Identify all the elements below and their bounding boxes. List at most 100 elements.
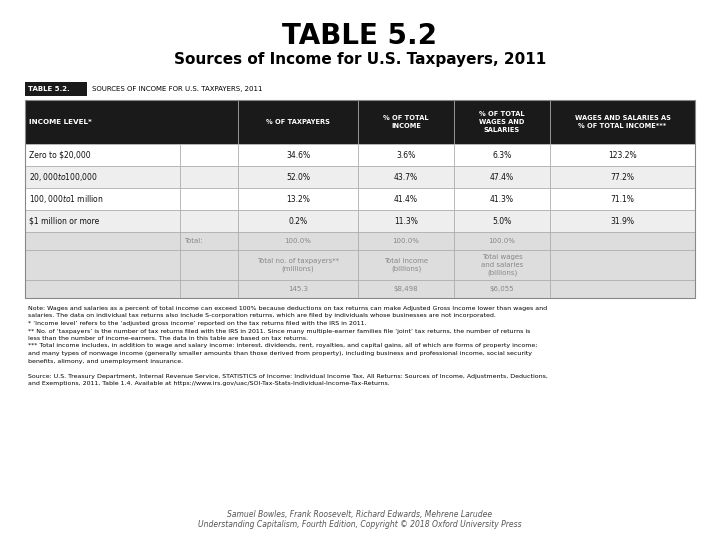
- Text: 43.7%: 43.7%: [394, 172, 418, 181]
- Text: 0.2%: 0.2%: [289, 217, 307, 226]
- Text: 100.0%: 100.0%: [284, 238, 312, 244]
- Bar: [25, 144, 180, 166]
- Bar: [358, 250, 454, 280]
- Bar: [358, 188, 454, 210]
- Bar: [180, 166, 238, 188]
- Bar: [454, 280, 550, 298]
- Text: $100,000 to $1 million: $100,000 to $1 million: [29, 193, 104, 205]
- Text: 100.0%: 100.0%: [392, 238, 420, 244]
- Text: 6.3%: 6.3%: [492, 151, 512, 159]
- Bar: [180, 250, 238, 280]
- Text: INCOME LEVEL*: INCOME LEVEL*: [29, 119, 92, 125]
- Text: 71.1%: 71.1%: [611, 194, 634, 204]
- Text: Total:: Total:: [184, 238, 202, 244]
- Bar: [238, 210, 358, 232]
- Text: Total no. of taxpayers**
(millions): Total no. of taxpayers** (millions): [257, 258, 339, 272]
- Text: Sources of Income for U.S. Taxpayers, 2011: Sources of Income for U.S. Taxpayers, 20…: [174, 52, 546, 67]
- Text: TABLE 5.2: TABLE 5.2: [282, 22, 438, 50]
- Text: *** Total income includes, in addition to wage and salary income: interest, divi: *** Total income includes, in addition t…: [28, 343, 537, 348]
- Text: SOURCES OF INCOME FOR U.S. TAXPAYERS, 2011: SOURCES OF INCOME FOR U.S. TAXPAYERS, 20…: [92, 86, 263, 92]
- Bar: [358, 232, 454, 250]
- Bar: [25, 100, 238, 144]
- Text: Total wages
and salaries
(billions): Total wages and salaries (billions): [481, 254, 523, 276]
- Text: benefits, alimony, and unemployment insurance.: benefits, alimony, and unemployment insu…: [28, 359, 183, 363]
- Text: $6,055: $6,055: [490, 286, 514, 292]
- Bar: [454, 250, 550, 280]
- Text: TABLE 5.2.: TABLE 5.2.: [28, 86, 70, 92]
- Bar: [238, 250, 358, 280]
- Bar: [550, 210, 695, 232]
- Text: $1 million or more: $1 million or more: [29, 217, 99, 226]
- Bar: [25, 166, 180, 188]
- Text: * ‘Income level’ refers to the ‘adjusted gross income’ reported on the tax retur: * ‘Income level’ refers to the ‘adjusted…: [28, 321, 366, 326]
- Text: 100.0%: 100.0%: [489, 238, 516, 244]
- Bar: [550, 250, 695, 280]
- Text: Samuel Bowles, Frank Roosevelt, Richard Edwards, Mehrene Larudee: Samuel Bowles, Frank Roosevelt, Richard …: [228, 510, 492, 519]
- Bar: [358, 166, 454, 188]
- Text: less than the number of income-earners. The data in this table are based on tax : less than the number of income-earners. …: [28, 336, 308, 341]
- Bar: [550, 166, 695, 188]
- Bar: [25, 250, 180, 280]
- Bar: [238, 100, 358, 144]
- Text: % OF TOTAL
INCOME: % OF TOTAL INCOME: [383, 115, 429, 129]
- Bar: [550, 188, 695, 210]
- Text: 52.0%: 52.0%: [286, 172, 310, 181]
- Bar: [25, 280, 180, 298]
- Bar: [358, 280, 454, 298]
- Bar: [238, 232, 358, 250]
- Bar: [25, 188, 180, 210]
- Text: 47.4%: 47.4%: [490, 172, 514, 181]
- Text: $20,000 to $100,000: $20,000 to $100,000: [29, 171, 98, 183]
- Bar: [25, 100, 695, 298]
- Bar: [238, 166, 358, 188]
- Bar: [238, 144, 358, 166]
- Bar: [180, 210, 238, 232]
- Bar: [180, 144, 238, 166]
- Bar: [238, 188, 358, 210]
- Text: Source: U.S. Treasury Department, Internal Revenue Service, STATISTICS of Income: Source: U.S. Treasury Department, Intern…: [28, 374, 548, 379]
- Bar: [550, 280, 695, 298]
- Bar: [25, 210, 180, 232]
- Bar: [454, 210, 550, 232]
- Bar: [454, 188, 550, 210]
- Text: WAGES AND SALARIES AS
% OF TOTAL INCOME***: WAGES AND SALARIES AS % OF TOTAL INCOME*…: [575, 115, 670, 129]
- Bar: [25, 82, 87, 96]
- Bar: [238, 280, 358, 298]
- Bar: [180, 280, 238, 298]
- Bar: [358, 100, 454, 144]
- Bar: [550, 144, 695, 166]
- Bar: [180, 188, 238, 210]
- Text: Total income
(billions): Total income (billions): [384, 258, 428, 272]
- Text: 13.2%: 13.2%: [286, 194, 310, 204]
- Bar: [550, 232, 695, 250]
- Bar: [454, 232, 550, 250]
- Bar: [358, 210, 454, 232]
- Text: salaries. The data on individual tax returns also include S-corporation returns,: salaries. The data on individual tax ret…: [28, 314, 496, 319]
- Text: $8,498: $8,498: [394, 286, 418, 292]
- Bar: [180, 232, 238, 250]
- Text: Note: Wages and salaries as a percent of total income can exceed 100% because de: Note: Wages and salaries as a percent of…: [28, 306, 547, 311]
- Text: Understanding Capitalism, Fourth Edition, Copyright © 2018 Oxford University Pre: Understanding Capitalism, Fourth Edition…: [198, 520, 522, 529]
- Bar: [358, 144, 454, 166]
- Bar: [25, 232, 180, 250]
- Text: 5.0%: 5.0%: [492, 217, 512, 226]
- Bar: [454, 100, 550, 144]
- Text: 123.2%: 123.2%: [608, 151, 636, 159]
- Text: % OF TAXPAYERS: % OF TAXPAYERS: [266, 119, 330, 125]
- Bar: [550, 100, 695, 144]
- Text: 41.4%: 41.4%: [394, 194, 418, 204]
- Text: Zero to $20,000: Zero to $20,000: [29, 151, 91, 159]
- Text: 77.2%: 77.2%: [611, 172, 634, 181]
- Text: 3.6%: 3.6%: [397, 151, 415, 159]
- Text: and many types of nonwage income (generally smaller amounts than those derived f: and many types of nonwage income (genera…: [28, 351, 532, 356]
- Text: and Exemptions, 2011, Table 1.4. Available at https://www.irs.gov/uac/SOI-Tax-St: and Exemptions, 2011, Table 1.4. Availab…: [28, 381, 390, 387]
- Text: 41.3%: 41.3%: [490, 194, 514, 204]
- Bar: [454, 144, 550, 166]
- Text: % OF TOTAL
WAGES AND
SALARIES: % OF TOTAL WAGES AND SALARIES: [480, 111, 525, 132]
- Text: 31.9%: 31.9%: [611, 217, 634, 226]
- Text: 34.6%: 34.6%: [286, 151, 310, 159]
- Bar: [454, 166, 550, 188]
- Text: 11.3%: 11.3%: [394, 217, 418, 226]
- Text: 145.3: 145.3: [288, 286, 308, 292]
- Text: ** No. of ‘taxpayers’ is the number of tax returns filed with the IRS in 2011. S: ** No. of ‘taxpayers’ is the number of t…: [28, 328, 531, 334]
